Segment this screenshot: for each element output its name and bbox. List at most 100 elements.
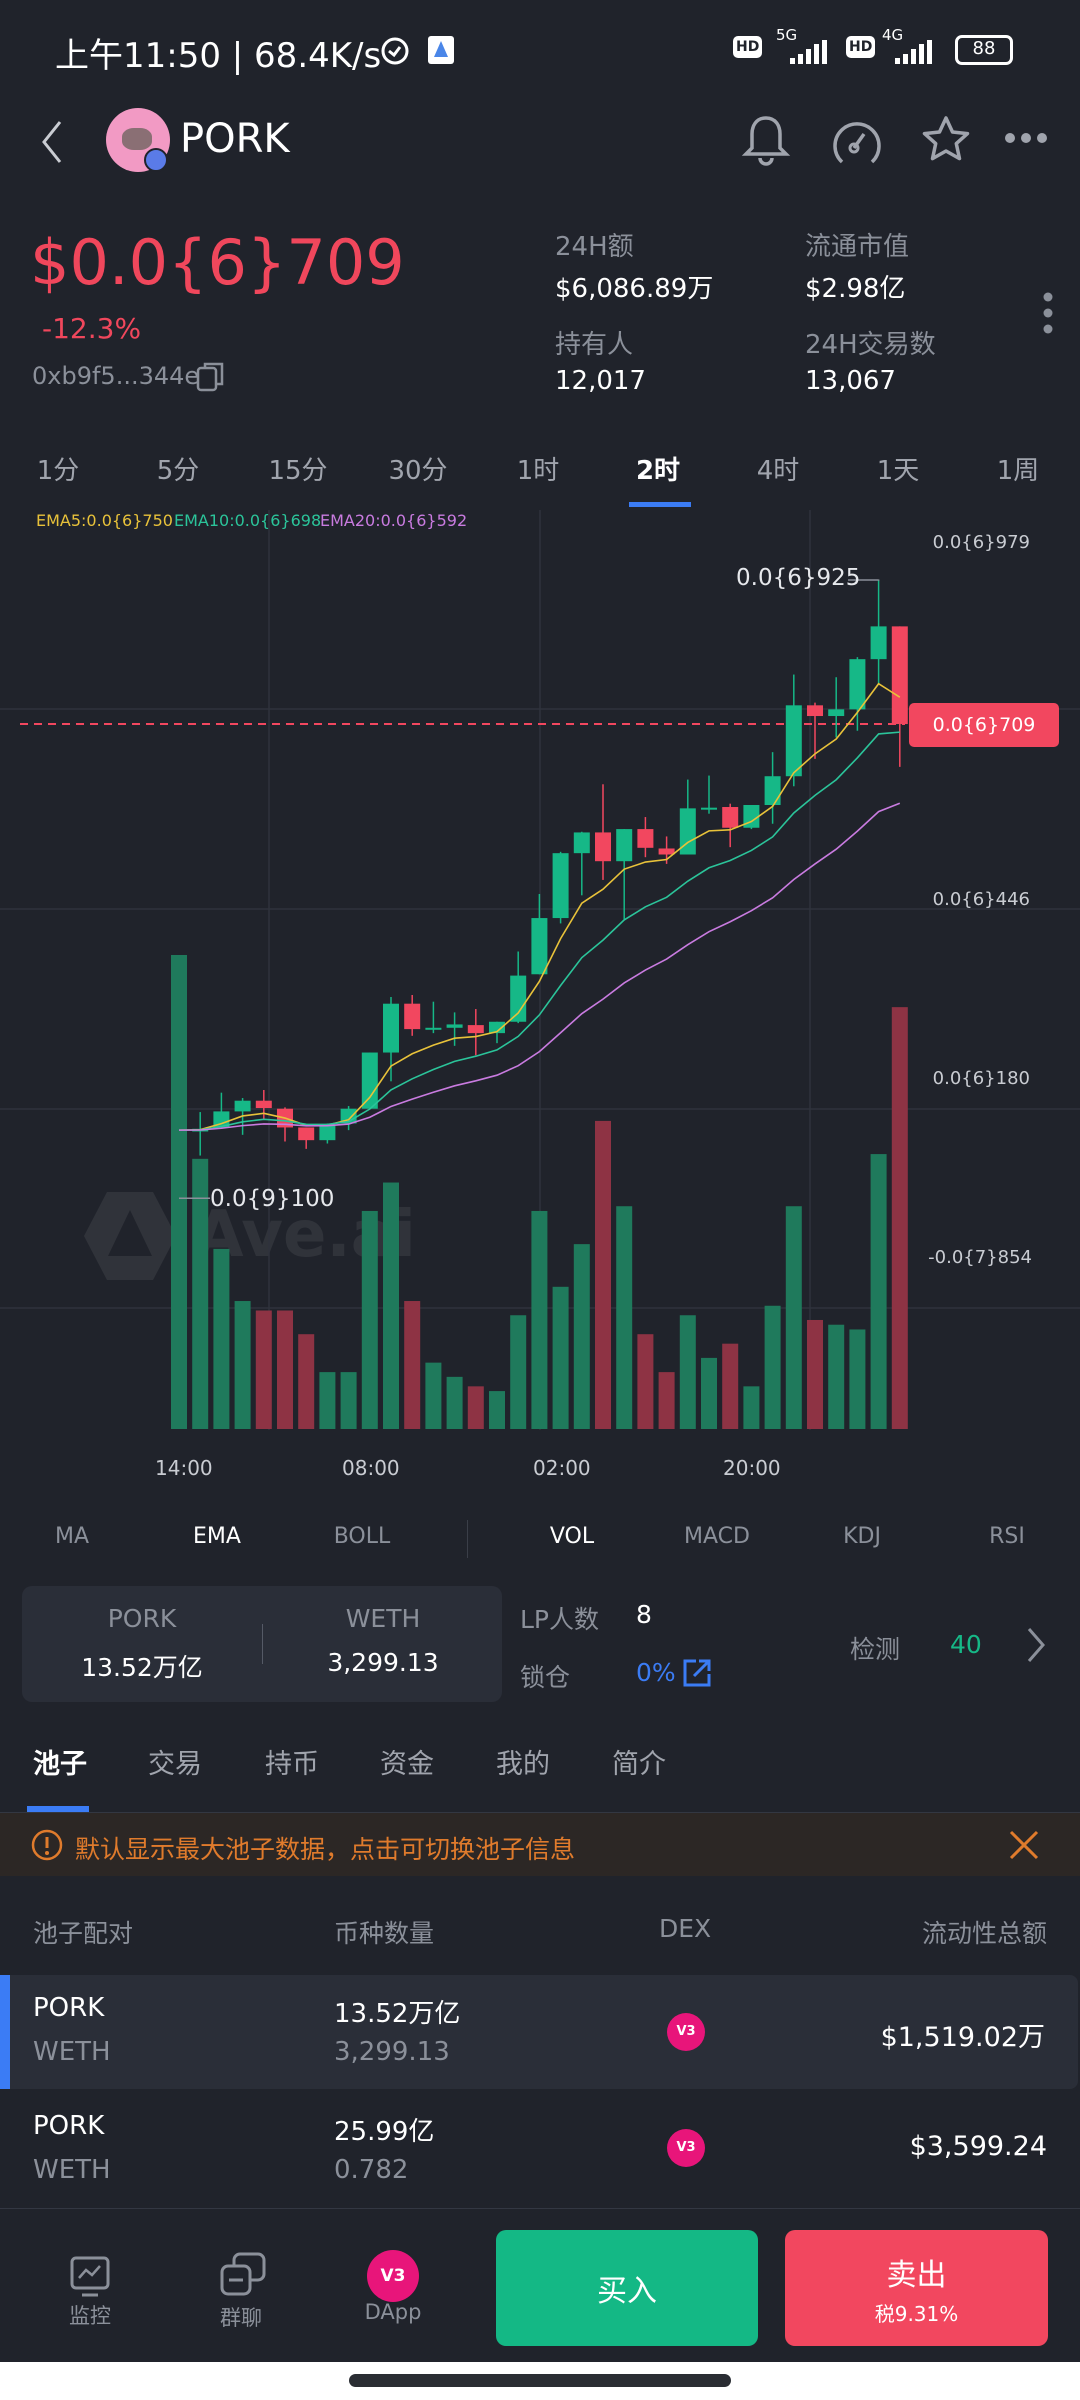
stat-value: 12,017 <box>555 366 646 396</box>
candle-body <box>637 829 654 848</box>
y-tick-label: -0.0{7}854 <box>928 1247 1032 1268</box>
nav-group-chat[interactable]: 群聊 <box>220 2306 262 2330</box>
volume-bar <box>701 1357 717 1429</box>
volume-bar <box>870 1154 887 1429</box>
tab-funds[interactable]: 资金 <box>380 1749 434 1780</box>
volume-bar <box>171 955 187 1429</box>
nav-dapp[interactable]: DApp <box>364 2300 422 2324</box>
gauge-icon[interactable] <box>830 116 884 170</box>
sell-button[interactable]: 卖出税9.31% <box>785 2230 1048 2346</box>
check-label[interactable]: 检测 <box>850 1635 901 1664</box>
close-icon[interactable] <box>1008 1829 1040 1861</box>
pair-quote-amount: 3,299.13 <box>327 1648 439 1677</box>
ave-logo-watermark: Ave.ai <box>84 1190 416 1284</box>
tab-1m[interactable]: 1分 <box>36 456 80 486</box>
pool-row[interactable]: PORK WETH 13.52万亿 3,299.13 V3 $1,519.02万 <box>0 1975 1078 2089</box>
tab-1h[interactable]: 1时 <box>516 456 560 486</box>
network-5g: 5G <box>776 26 798 44</box>
chevron-right-icon[interactable] <box>1026 1627 1046 1663</box>
candle-body <box>679 808 696 855</box>
battery-level: 88 <box>972 38 996 59</box>
indicator-ema[interactable]: EMA <box>193 1524 241 1549</box>
tab-holders[interactable]: 持币 <box>265 1749 319 1780</box>
volume-bar <box>764 1305 781 1429</box>
copy-icon[interactable] <box>196 360 228 392</box>
volume-bar <box>467 1386 484 1429</box>
pool-row[interactable]: PORK WETH 25.99亿 0.782 V3 $3,599.24 <box>0 2089 1080 2203</box>
bell-icon[interactable] <box>741 112 791 170</box>
more-vertical-icon[interactable] <box>1040 292 1056 334</box>
check-score[interactable]: 40 <box>950 1630 982 1659</box>
external-link-icon[interactable] <box>682 1658 712 1688</box>
app-notification-icon <box>428 36 454 64</box>
nav-monitor[interactable]: 监控 <box>69 2304 111 2328</box>
volume-bar <box>658 1372 675 1429</box>
volume-bar <box>298 1334 315 1429</box>
lock-value[interactable]: 0% <box>636 1658 676 1687</box>
candle-body <box>255 1100 272 1109</box>
tab-intro[interactable]: 简介 <box>612 1749 666 1780</box>
indicator-vol[interactable]: VOL <box>549 1524 595 1549</box>
stat-value: $6,086.89万 <box>555 274 714 304</box>
candle-body <box>658 848 675 855</box>
alarm-icon <box>381 37 409 65</box>
watermark-text: Ave.ai <box>194 1198 416 1272</box>
tab-trades[interactable]: 交易 <box>148 1749 202 1780</box>
volume-bar <box>255 1310 272 1429</box>
indicator-ma[interactable]: MA <box>54 1524 90 1549</box>
candle-body <box>404 1003 421 1030</box>
tab-5m[interactable]: 5分 <box>156 456 200 486</box>
pool-quote-qty: 3,299.13 <box>334 2037 450 2067</box>
monitor-icon[interactable] <box>70 2256 110 2298</box>
tab-mine[interactable]: 我的 <box>496 1749 550 1780</box>
tab-1w[interactable]: 1周 <box>996 456 1040 486</box>
candle-body <box>552 853 569 919</box>
star-icon[interactable] <box>920 114 972 166</box>
volume-bar <box>361 1210 378 1429</box>
indicator-kdj[interactable]: KDJ <box>843 1524 881 1549</box>
dapp-icon[interactable]: V3 <box>367 2250 419 2302</box>
more-icon[interactable] <box>1004 132 1048 144</box>
buy-button[interactable]: 买入 <box>496 2230 758 2346</box>
signal-icon <box>790 40 827 64</box>
indicator-boll[interactable]: BOLL <box>333 1524 391 1549</box>
indicator-divider <box>467 1520 468 1558</box>
info-banner[interactable]: 默认显示最大池子数据，点击可切换池子信息 <box>0 1813 1080 1876</box>
back-icon[interactable] <box>40 120 64 164</box>
hd-badge: HD <box>846 36 876 58</box>
stat-label: 24H额 <box>555 232 634 262</box>
candle-body <box>361 1052 378 1109</box>
tab-30m[interactable]: 30分 <box>388 456 448 486</box>
pool-base: PORK <box>33 1993 105 2023</box>
pool-quote: WETH <box>33 2155 111 2185</box>
uniswap-v3-icon: V3 <box>667 2129 705 2167</box>
candle-body <box>616 829 633 862</box>
x-tick-label: 20:00 <box>723 1456 781 1480</box>
volume-bar <box>891 1007 908 1429</box>
contract-address: 0xb9f5...344e <box>32 362 200 390</box>
sell-label: 卖出 <box>886 2257 947 2293</box>
tab-15m[interactable]: 15分 <box>268 456 328 486</box>
candle-body <box>383 1003 399 1053</box>
volume-bar <box>340 1372 357 1429</box>
tab-4h[interactable]: 4时 <box>756 456 800 486</box>
candle-body <box>595 832 611 862</box>
indicator-macd[interactable]: MACD <box>684 1524 750 1549</box>
lp-count-label: LP人数 <box>520 1605 600 1634</box>
home-indicator[interactable] <box>349 2374 731 2387</box>
indicator-rsi[interactable]: RSI <box>989 1524 1025 1549</box>
sell-tax: 税9.31% <box>874 2301 959 2326</box>
candle-body <box>849 659 866 710</box>
active-tab-indicator <box>629 502 691 507</box>
tab-1d[interactable]: 1天 <box>876 456 920 486</box>
tab-2h[interactable]: 2时 <box>635 456 681 486</box>
candle-body <box>510 975 527 1022</box>
dex-label: V3 <box>676 2140 696 2155</box>
status-time-speed: 上午11:50 | 68.4K/s <box>55 36 382 76</box>
candle-body <box>891 626 908 725</box>
tab-pools[interactable]: 池子 <box>33 1749 87 1780</box>
network-4g: 4G <box>882 26 904 44</box>
col-dex: DEX <box>659 1914 712 1943</box>
candlestick-chart[interactable] <box>0 0 1080 1500</box>
group-chat-icon[interactable] <box>220 2252 266 2298</box>
